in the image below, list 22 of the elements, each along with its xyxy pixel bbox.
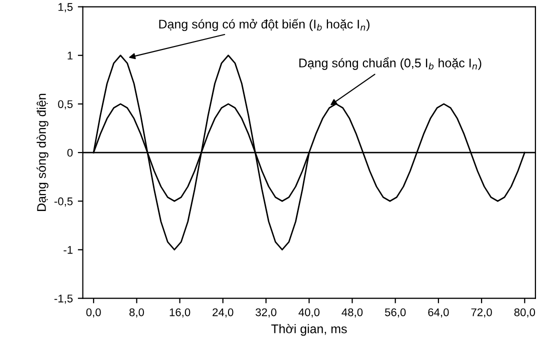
x-tick-label: 32,0 xyxy=(256,308,276,318)
x-tick-label: 72,0 xyxy=(471,308,492,318)
x-tick-label: 0,0 xyxy=(86,308,101,318)
x-tick-label: 64,0 xyxy=(428,308,449,318)
x-tick-label: 48,0 xyxy=(342,308,363,318)
x-tick-label: 24,0 xyxy=(212,308,234,318)
x-axis-title: Thời gian, ms xyxy=(271,324,347,336)
annotation: Dạng sóng có mở đột biến (I$_{b}$ hoặc I$_{n}$) xyxy=(159,18,370,32)
y-tick-label: 0 xyxy=(67,148,73,157)
y-tick-label: -1 xyxy=(64,246,73,254)
y-tick-label: -1,5 xyxy=(54,294,73,304)
x-tick-label: 16,0 xyxy=(170,308,190,318)
x-tick-label: 8,0 xyxy=(129,308,144,318)
y-tick-label: 1 xyxy=(68,52,73,60)
annotation: Dạng sóng chuẩn (0,5 I$_{b}$ hoặc I$_{n}$) xyxy=(299,57,482,70)
y-tick-label: -0,5 xyxy=(54,197,73,207)
x-tick-label: 80,0 xyxy=(514,308,536,318)
x-tick-label: 56,0 xyxy=(384,308,406,318)
x-tick-label: 40,0 xyxy=(298,308,320,318)
y-axis-title: Dạng sóng dòng điện xyxy=(36,94,48,211)
y-tick-label: 0,5 xyxy=(58,100,73,110)
y-tick-label: 1,5 xyxy=(58,3,73,12)
